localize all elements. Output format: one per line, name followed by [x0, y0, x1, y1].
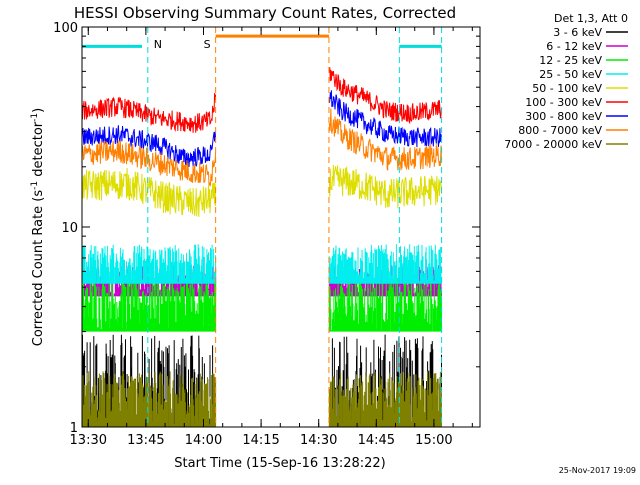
chart-title: HESSI Observing Summary Count Rates, Cor…: [74, 4, 456, 22]
date-stamp: 25-Nov-2017 19:09: [559, 466, 636, 475]
series-path-300-800-kev: [81, 90, 442, 168]
legend-label-4: 50 - 100 keV: [532, 82, 602, 95]
series-800-7000-kev: [81, 108, 442, 187]
legend-label-0: 3 - 6 keV: [553, 26, 602, 39]
legend-label-5: 100 - 300 keV: [525, 96, 602, 109]
legend-label-1: 6 - 12 keV: [546, 40, 602, 53]
axes-layer: 13:30 13:45 14:00 14:15 14:30 14:45 15:00 1 10 10…: [53, 21, 480, 448]
x-tick-label-1415: 14:15: [242, 433, 279, 448]
y-axis-label-part2: detector: [31, 121, 46, 181]
series-100-300-kev: [81, 67, 442, 133]
x-tick-label-1500: 15:00: [415, 433, 452, 448]
legend-label-2: 12 - 25 keV: [539, 54, 602, 67]
x-axis-label: Start Time (15-Sep-16 13:28:22): [174, 456, 385, 471]
annotation-n: N: [154, 38, 162, 51]
legend-label-7: 800 - 7000 keV: [518, 124, 602, 137]
x-tick-label-1345: 13:45: [127, 433, 164, 448]
y-axis-label-part1: Corrected Count Rate (s: [31, 190, 46, 347]
y-tick-label-1: 1: [70, 421, 78, 436]
legend-label-3: 25 - 50 keV: [539, 68, 602, 81]
y-tick-label-10: 10: [61, 221, 78, 236]
series-path-100-300-kev: [81, 67, 442, 133]
y-axis-label-sup2: -1: [30, 113, 40, 122]
series-path-50-100-kev: [81, 165, 442, 217]
y-tick-label-100: 100: [53, 21, 78, 36]
series-50-100-kev: [81, 165, 442, 217]
annotation-s: S: [204, 38, 211, 51]
legend-label-8: 7000 - 20000 keV: [504, 138, 602, 151]
x-tick-label-1430: 14:30: [300, 433, 337, 448]
x-tick-label-1400: 14:00: [185, 433, 222, 448]
x-tick-label-1445: 14:45: [358, 433, 395, 448]
y-axis-label-part3: ): [31, 108, 46, 113]
series-layer: [81, 67, 442, 427]
series-path-800-7000-kev: [81, 108, 442, 187]
legend-header: Det 1,3, Att 0: [554, 12, 628, 25]
legend-label-6: 300 - 800 keV: [525, 110, 602, 123]
y-axis-label: Corrected Count Rate (s-1 detector-1): [30, 108, 46, 346]
series-300-800-kev: [81, 90, 442, 168]
y-axis-label-sup1: -1: [30, 181, 40, 190]
x-tick-label-1330: 13:30: [70, 433, 107, 448]
